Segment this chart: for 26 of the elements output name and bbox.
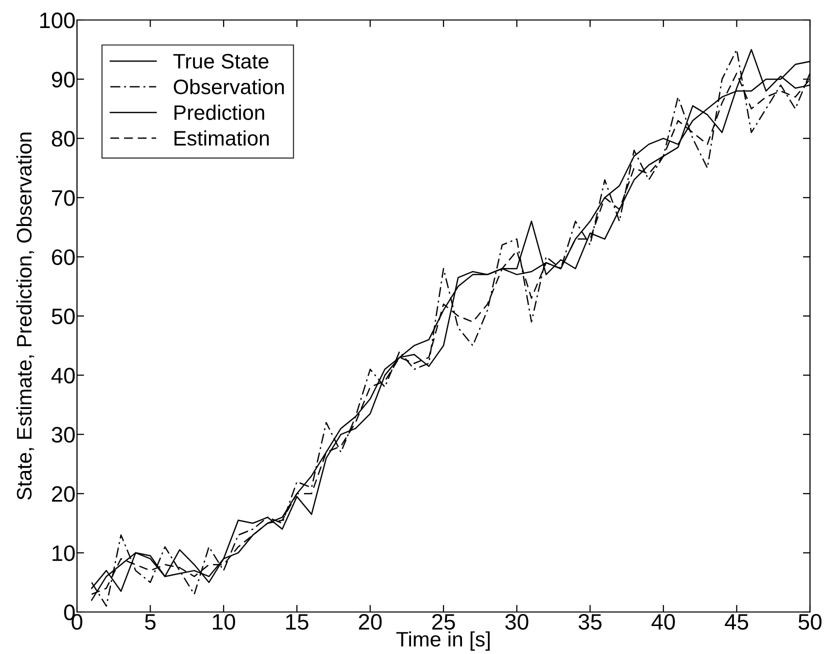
y-tick-label: 30 (52, 426, 75, 443)
y-tick-label: 50 (52, 308, 75, 324)
y-tick-label: 90 (52, 72, 75, 88)
legend-label: Estimation (174, 130, 269, 146)
x-tick-label: 5 (145, 614, 156, 630)
y-tick-label: 10 (52, 545, 75, 562)
x-tick-label: 50 (798, 614, 822, 630)
x-axis-title: Time in [s] (396, 631, 490, 651)
legend-label: Observation (174, 79, 284, 94)
legend-label: True State (173, 54, 268, 69)
x-tick-label: 45 (724, 614, 748, 630)
y-tick-label: 100 (40, 12, 75, 28)
legend-label: Prediction (174, 104, 264, 120)
y-axis-title: State, Estimate, Prediction, Observation (16, 132, 34, 500)
x-tick-label: 20 (358, 614, 382, 630)
x-tick-label: 40 (652, 614, 675, 630)
x-tick-label: 35 (578, 614, 602, 630)
y-tick-label: 20 (52, 486, 75, 502)
y-tick-label: 80 (52, 130, 75, 147)
y-tick-label: 70 (52, 190, 75, 206)
x-tick-label: 10 (212, 614, 236, 630)
y-tick-label: 60 (52, 249, 75, 266)
x-tick-label: 30 (505, 614, 528, 630)
x-tick-label: 25 (432, 614, 455, 630)
x-tick-label: 15 (286, 614, 308, 630)
y-tick-label: 40 (51, 368, 75, 384)
